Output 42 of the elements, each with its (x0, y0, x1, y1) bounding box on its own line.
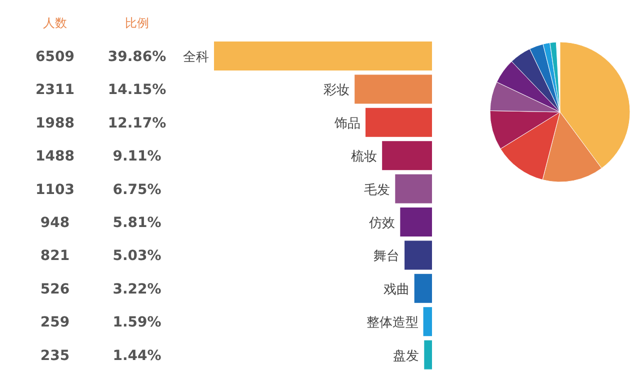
bar (423, 307, 432, 336)
text: 人数 (43, 16, 67, 30)
text: 39.86% (108, 49, 166, 65)
bar (214, 42, 432, 70)
text: 259 (40, 314, 70, 331)
text: 5.81% (112, 215, 162, 231)
text: 14.15% (108, 82, 166, 98)
y-tick-label: 盘发 (393, 348, 420, 364)
text: 比例 (125, 16, 149, 30)
text: 2311 (36, 82, 74, 98)
bar (404, 240, 432, 270)
text: 3.22% (112, 281, 162, 298)
text: 1988 (36, 115, 74, 132)
bar (400, 208, 432, 236)
bar (414, 274, 432, 303)
text: 235 (40, 348, 70, 364)
text: 5.03% (112, 248, 162, 264)
text: 1.44% (112, 348, 162, 364)
text: 1488 (36, 148, 74, 165)
y-tick-label: 舞台 (374, 249, 400, 264)
text: 1.59% (112, 314, 162, 331)
text: 821 (40, 248, 70, 264)
y-tick-label: 毛发 (364, 182, 390, 198)
y-tick-label: 戏曲 (383, 282, 410, 298)
text: 1103 (36, 182, 74, 198)
bar (382, 141, 432, 170)
bar (424, 340, 432, 370)
text: 9.11% (112, 148, 162, 165)
y-tick-label: 整体造型 (366, 316, 418, 331)
text: 12.17% (108, 115, 166, 132)
bar (354, 74, 432, 104)
bar (395, 174, 432, 204)
text: 526 (40, 281, 70, 298)
text: 948 (40, 215, 70, 231)
text: 6.75% (112, 182, 162, 198)
y-tick-label: 彩妆 (324, 83, 350, 98)
y-tick-label: 饰品 (334, 116, 361, 132)
bar (366, 108, 432, 137)
y-tick-label: 梳妆 (351, 150, 378, 165)
text: 6509 (36, 49, 74, 65)
y-tick-label: 全科 (183, 50, 209, 65)
y-tick-label: 仿效 (368, 216, 396, 231)
